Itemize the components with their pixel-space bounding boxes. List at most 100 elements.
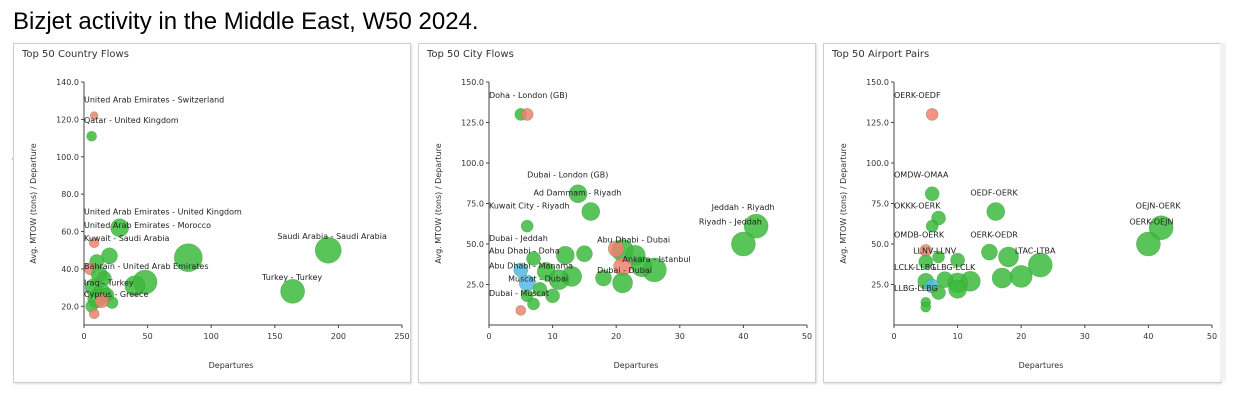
data-point[interactable] xyxy=(998,246,1019,268)
y-axis-title: Avg. MTOW (tons) / Departure xyxy=(434,143,443,263)
data-point[interactable] xyxy=(89,111,99,120)
data-point[interactable] xyxy=(607,240,625,258)
data-label: Kuwait - Saudi Arabia xyxy=(84,234,170,243)
y-tick-label: 25.0 xyxy=(871,281,889,290)
y-tick-label: 150.0 xyxy=(866,78,889,87)
data-point[interactable] xyxy=(520,219,534,233)
data-label: OERK-OEJN xyxy=(1129,218,1173,227)
airport-pairs-plot: 25.0 50.0 75.0 100.0 125.0 150.0 0 10 20 30 40 50 De… xyxy=(839,78,1217,370)
x-tick-label: 10 xyxy=(548,332,558,341)
data-point[interactable] xyxy=(532,282,548,297)
y-tick-label: 75.0 xyxy=(466,200,484,209)
data-point[interactable] xyxy=(110,218,129,238)
x-tick-label: 40 xyxy=(738,332,748,341)
data-point[interactable] xyxy=(925,108,939,121)
data-point[interactable] xyxy=(545,288,560,304)
data-point[interactable] xyxy=(576,245,593,263)
chart-title: Top 50 Country Flows xyxy=(22,49,129,60)
x-axis-title: Departures xyxy=(1019,361,1064,370)
data-point[interactable] xyxy=(513,262,529,278)
data-label: OKKK-OERK xyxy=(894,201,941,210)
data-point[interactable] xyxy=(86,130,97,142)
scroll-edge xyxy=(1220,43,1226,381)
data-label: Saudi Arabia - Saudi Arabia xyxy=(277,232,387,241)
data-point[interactable] xyxy=(986,202,1006,221)
x-axis-title: Departures xyxy=(209,361,254,370)
y-tick-label: 120.0 xyxy=(56,115,79,124)
data-point[interactable] xyxy=(948,280,967,299)
data-point[interactable] xyxy=(950,252,965,268)
x-tick-label: 200 xyxy=(331,332,346,341)
data-point[interactable] xyxy=(526,251,541,266)
data-label: Dubai - Muscat xyxy=(489,289,549,298)
data-label: United Arab Emirates - Morocco xyxy=(84,221,211,230)
chart-panel-country-flows: Top 50 Country Flows 20.0 40.0 60.0 80.0 100… xyxy=(13,43,411,383)
data-point[interactable] xyxy=(515,305,527,316)
data-label: Dubai - Dubai xyxy=(597,266,652,275)
data-label: OMDB-OERK xyxy=(894,231,945,240)
data-label: Riyadh - Jeddah xyxy=(699,218,762,227)
y-tick-label: 25.0 xyxy=(466,281,484,290)
data-point[interactable] xyxy=(595,269,612,287)
data-point[interactable] xyxy=(931,285,946,300)
data-point[interactable] xyxy=(556,246,575,265)
data-label: OERK-OEDR xyxy=(970,231,1018,240)
data-point[interactable] xyxy=(527,297,540,311)
data-point[interactable] xyxy=(918,254,934,270)
data-point[interactable] xyxy=(731,231,756,257)
data-point[interactable] xyxy=(548,269,570,290)
chart-panel-airport-pairs: Top 50 Airport Pairs 25.0 50.0 75.0 100.0 12… xyxy=(823,43,1221,383)
data-label: Turkey - Turkey xyxy=(261,273,322,282)
data-point[interactable] xyxy=(612,272,633,294)
y-tick-label: 50.0 xyxy=(871,240,889,249)
data-point[interactable] xyxy=(925,219,939,233)
data-point[interactable] xyxy=(1148,215,1174,241)
data-label: Muscat - Dubai xyxy=(508,274,568,283)
y-tick-label: 140.0 xyxy=(56,78,79,87)
data-point[interactable] xyxy=(920,301,932,313)
data-point[interactable] xyxy=(936,271,954,288)
y-tick-label: 125.0 xyxy=(461,119,484,128)
data-point[interactable] xyxy=(174,243,203,273)
page-title: Bizjet activity in the Middle East, W50 … xyxy=(13,8,479,35)
data-point[interactable] xyxy=(631,256,652,277)
data-point[interactable] xyxy=(581,202,601,221)
city-flows-plot: 25.0 50.0 75.0 100.0 125.0 150.0 0 10 20 30 40 50 De… xyxy=(434,78,812,370)
data-point[interactable] xyxy=(101,247,118,265)
y-tick-label: 60.0 xyxy=(61,228,79,237)
x-tick-label: 50 xyxy=(143,332,153,341)
data-point[interactable] xyxy=(924,186,940,202)
data-label: LCLK-LLBG xyxy=(894,263,936,272)
data-point[interactable] xyxy=(520,289,534,303)
data-point[interactable] xyxy=(1136,231,1161,257)
data-point[interactable] xyxy=(94,293,110,309)
y-tick-label: 40.0 xyxy=(61,265,79,274)
data-point[interactable] xyxy=(743,213,769,239)
data-point[interactable] xyxy=(568,184,588,204)
chart-title: Top 50 City Flows xyxy=(427,49,514,60)
data-point[interactable] xyxy=(1027,252,1053,278)
data-label: LLNV-LLNV xyxy=(913,247,957,256)
data-label: Ad Dammam - Riyadh xyxy=(534,188,622,197)
data-point[interactable] xyxy=(991,267,1013,289)
data-point[interactable] xyxy=(1009,265,1033,288)
data-label: Cyprus - Greece xyxy=(84,290,148,299)
data-point[interactable] xyxy=(520,108,534,121)
y-tick-label: 100.0 xyxy=(56,153,79,162)
data-point[interactable] xyxy=(88,237,100,249)
y-axis-title: Avg. MTOW (tons) / Departure xyxy=(839,143,848,263)
data-label: OERK-OEDF xyxy=(894,91,941,100)
data-point[interactable] xyxy=(280,279,305,304)
data-point[interactable] xyxy=(981,243,998,261)
x-tick-label: 150 xyxy=(267,332,282,341)
data-label: Jeddah - Riyadh xyxy=(711,203,775,212)
data-point[interactable] xyxy=(124,275,146,297)
x-tick-label: 0 xyxy=(891,332,896,341)
data-label: Abu Dhabi - Doha xyxy=(489,247,560,256)
data-point[interactable] xyxy=(314,236,342,264)
data-label: Doha - London (GB) xyxy=(489,91,568,100)
x-tick-label: 30 xyxy=(675,332,685,341)
data-point[interactable] xyxy=(932,250,945,264)
data-point[interactable] xyxy=(88,308,100,320)
data-label: Iraq - Turkey xyxy=(84,279,134,288)
